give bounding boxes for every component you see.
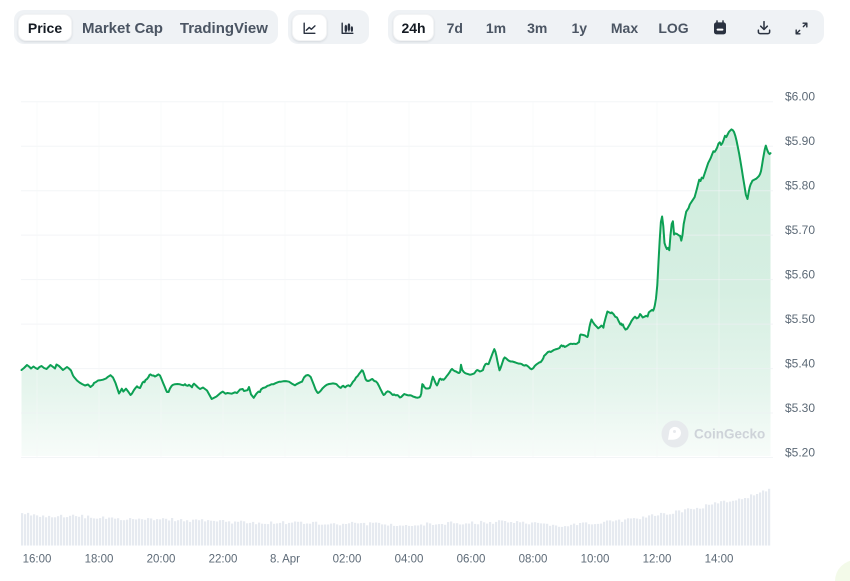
svg-text:8. Apr: 8. Apr bbox=[270, 554, 300, 566]
svg-text:CoinGecko: CoinGecko bbox=[694, 427, 765, 442]
svg-text:$5.20: $5.20 bbox=[785, 446, 815, 460]
svg-text:20:00: 20:00 bbox=[147, 554, 176, 566]
svg-text:$5.50: $5.50 bbox=[785, 312, 815, 326]
svg-text:22:00: 22:00 bbox=[209, 554, 238, 566]
svg-text:$5.60: $5.60 bbox=[785, 268, 815, 282]
svg-text:02:00: 02:00 bbox=[333, 554, 362, 566]
svg-text:$5.40: $5.40 bbox=[785, 357, 815, 371]
svg-text:$5.70: $5.70 bbox=[785, 223, 815, 237]
svg-text:08:00: 08:00 bbox=[519, 554, 548, 566]
svg-text:12:00: 12:00 bbox=[643, 554, 672, 566]
svg-text:10:00: 10:00 bbox=[581, 554, 610, 566]
svg-text:06:00: 06:00 bbox=[457, 554, 486, 566]
svg-text:$5.80: $5.80 bbox=[785, 179, 815, 193]
svg-text:$6.00: $6.00 bbox=[785, 90, 815, 104]
svg-text:16:00: 16:00 bbox=[23, 554, 52, 566]
svg-text:14:00: 14:00 bbox=[705, 554, 734, 566]
svg-text:$5.30: $5.30 bbox=[785, 401, 815, 415]
svg-text:$5.90: $5.90 bbox=[785, 134, 815, 148]
svg-text:18:00: 18:00 bbox=[85, 554, 114, 566]
svg-text:04:00: 04:00 bbox=[395, 554, 424, 566]
